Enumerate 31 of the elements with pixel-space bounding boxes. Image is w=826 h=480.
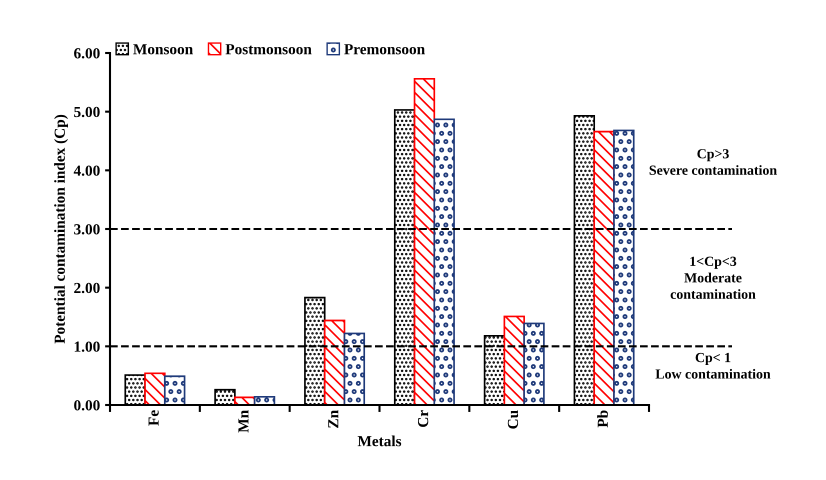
bar	[414, 78, 436, 405]
bar	[613, 130, 635, 405]
x-tick-label: Mn	[238, 410, 248, 433]
legend-label: Postmonsoon	[226, 44, 312, 54]
text: Cp>3 Severe contamination	[650, 149, 777, 175]
text: 1<Cp<3 Moderate contamination	[670, 256, 756, 299]
bar	[593, 130, 615, 405]
y-tick-label: 4.00	[74, 165, 100, 176]
y-tick-label: 0.00	[74, 400, 100, 411]
x-axis-title: Metals	[358, 436, 402, 446]
bar	[523, 322, 545, 405]
y-tick-label: 6.00	[74, 48, 100, 59]
bar	[433, 118, 455, 405]
x-tick-label: Cu	[508, 410, 518, 429]
legend-label: Premonsoon	[344, 44, 425, 54]
x-tick-label: Cr	[418, 410, 428, 427]
y-tick-label: 3.00	[74, 224, 100, 235]
text: Cp< 1 Low contamination	[656, 352, 770, 379]
bar	[324, 320, 346, 405]
x-tick-label: Zn	[328, 410, 338, 428]
bar	[504, 316, 525, 405]
x-tick-label: Fe	[148, 410, 159, 426]
bar	[144, 372, 166, 405]
x-tick-label: Pb	[597, 410, 608, 428]
y-tick-label: 1.00	[74, 341, 100, 352]
bar	[344, 332, 366, 405]
legend-label: Monsoon	[133, 44, 193, 54]
y-axis-title: Potential contamination index (Cp)	[54, 114, 68, 344]
y-tick-label: 2.00	[74, 282, 100, 294]
y-tick-label: 5.00	[74, 106, 100, 118]
bar	[164, 375, 186, 405]
